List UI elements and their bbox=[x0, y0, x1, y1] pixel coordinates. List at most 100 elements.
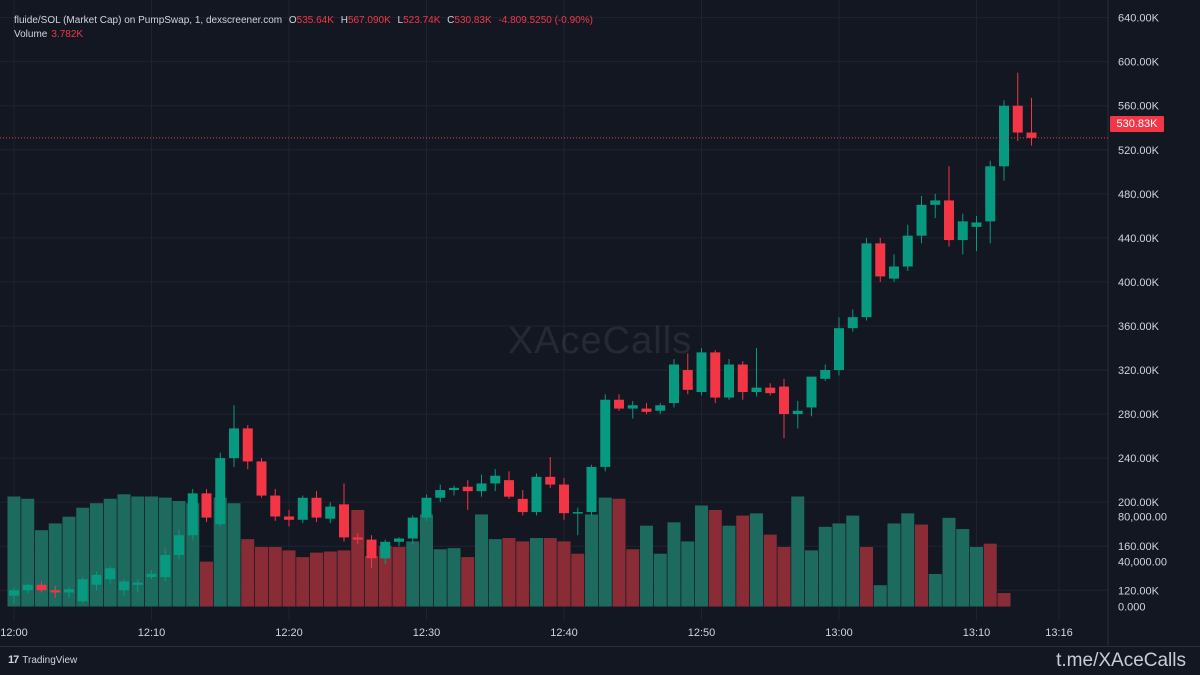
volume-value: 3.782K bbox=[51, 29, 84, 40]
volume-bar bbox=[956, 529, 970, 607]
candle-body bbox=[36, 584, 47, 591]
volume-bar bbox=[392, 547, 406, 607]
volume-bar bbox=[612, 498, 626, 607]
candle-body bbox=[559, 484, 569, 514]
candle-body bbox=[9, 590, 19, 596]
candle-body bbox=[105, 568, 116, 580]
volume-bar bbox=[21, 498, 35, 607]
volume-bar bbox=[708, 509, 722, 607]
volume-bar bbox=[516, 541, 530, 607]
volume-bar bbox=[378, 545, 392, 607]
candle-body bbox=[22, 584, 33, 591]
candle-body bbox=[834, 328, 844, 371]
candle bbox=[971, 215, 982, 252]
candle bbox=[559, 477, 569, 520]
low-label: L bbox=[397, 15, 404, 26]
candle bbox=[985, 160, 996, 244]
candle bbox=[201, 488, 212, 522]
candle-body bbox=[696, 352, 707, 393]
volume-bar bbox=[681, 541, 695, 607]
candle bbox=[751, 347, 762, 397]
time-tick-label: 12:00 bbox=[0, 627, 28, 639]
candle-body bbox=[531, 476, 542, 513]
symbol-title[interactable]: fluide/SOL (Market Cap) on PumpSwap, 1, … bbox=[14, 15, 283, 26]
candle-body bbox=[710, 352, 721, 398]
candle bbox=[889, 254, 899, 282]
candle-body bbox=[1012, 105, 1023, 133]
candle bbox=[229, 405, 239, 467]
volume-bar bbox=[461, 557, 475, 607]
candle bbox=[270, 488, 281, 521]
candle-body bbox=[174, 535, 184, 556]
price-tick-label: 600.00K bbox=[1118, 57, 1160, 69]
candle bbox=[476, 474, 487, 497]
volume-bar bbox=[543, 538, 557, 607]
candle bbox=[132, 579, 143, 593]
candle bbox=[834, 317, 844, 376]
change-value: -4.809.5250 (-0.90%) bbox=[498, 15, 593, 26]
candle bbox=[669, 359, 679, 408]
candle-body bbox=[517, 498, 528, 513]
volume-label[interactable]: Volume bbox=[14, 29, 48, 40]
candle bbox=[641, 403, 652, 415]
candle-body bbox=[119, 581, 129, 591]
volume-bar bbox=[62, 516, 76, 607]
time-tick-label: 12:50 bbox=[688, 627, 716, 639]
volume-bar bbox=[131, 496, 145, 607]
volume-bar bbox=[777, 547, 791, 607]
candle-body bbox=[861, 243, 872, 318]
candle bbox=[655, 403, 666, 415]
chart-legend: fluide/SOL (Market Cap) on PumpSwap, 1, … bbox=[14, 14, 593, 42]
price-tick-label: 440.00K bbox=[1118, 233, 1160, 245]
candle-body bbox=[132, 582, 143, 585]
volume-bar bbox=[805, 550, 818, 607]
volume-bar bbox=[873, 585, 887, 607]
candle-body bbox=[490, 475, 501, 484]
candle bbox=[215, 452, 226, 527]
candle-body bbox=[737, 364, 748, 393]
volume-bar bbox=[351, 509, 365, 607]
candle bbox=[820, 364, 831, 382]
time-axis[interactable]: 12:00 12:10 12:20 12:30 12:40 12:50 13:00 13:10… bbox=[0, 627, 1073, 639]
candle-body bbox=[421, 497, 432, 518]
price-tick-label: 280.00K bbox=[1118, 409, 1160, 421]
volume-bar bbox=[7, 496, 21, 607]
time-tick-label: 13:00 bbox=[825, 627, 853, 639]
candle-body bbox=[806, 376, 817, 408]
low-value: 523.74K bbox=[403, 15, 441, 26]
time-tick-label: 12:40 bbox=[550, 627, 578, 639]
volume-bar bbox=[530, 538, 543, 607]
price-axis[interactable]: 640.00K 600.00K 560.00K 520.00K 480.00K 440.0… bbox=[1118, 13, 1167, 614]
candle-body bbox=[999, 105, 1009, 167]
candle-body bbox=[270, 495, 281, 517]
volume-bar bbox=[585, 514, 598, 607]
candle-body bbox=[242, 428, 253, 462]
candle bbox=[1026, 97, 1037, 146]
candle bbox=[407, 515, 418, 545]
telegram-link[interactable]: t.me/XAceCalls bbox=[1056, 650, 1186, 671]
volume-bar bbox=[241, 539, 255, 607]
candle bbox=[682, 353, 693, 395]
tradingview-logo[interactable]: 17 TradingView bbox=[8, 654, 77, 666]
candle bbox=[352, 533, 363, 545]
candle-body bbox=[476, 483, 487, 492]
volume-bar bbox=[117, 494, 131, 607]
price-tick-label: 640.00K bbox=[1118, 13, 1160, 25]
candle bbox=[490, 469, 501, 492]
volume-bar bbox=[970, 547, 983, 607]
candle bbox=[902, 224, 913, 271]
candle bbox=[696, 347, 707, 396]
volume-tick-label: 80,000.00 bbox=[1118, 512, 1167, 524]
close-value: 530.83K bbox=[454, 15, 492, 26]
volume-bar bbox=[200, 561, 213, 607]
candle-body bbox=[669, 364, 679, 404]
volume-bar bbox=[447, 548, 461, 607]
candle bbox=[531, 473, 542, 516]
candle-body bbox=[724, 364, 734, 398]
candle-body bbox=[765, 387, 776, 394]
candle-body bbox=[779, 386, 789, 415]
candle-body bbox=[77, 579, 88, 602]
open-label: O bbox=[288, 15, 297, 26]
candle-body bbox=[916, 204, 927, 236]
